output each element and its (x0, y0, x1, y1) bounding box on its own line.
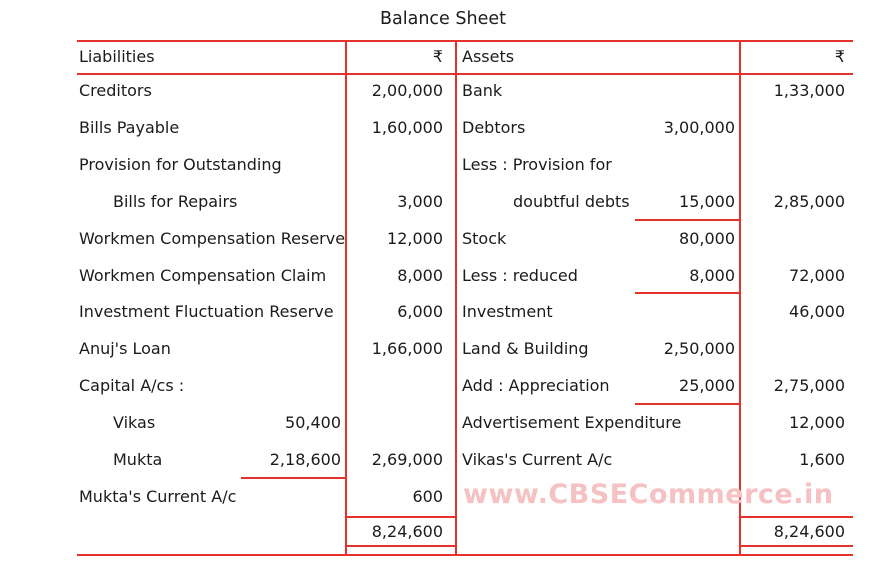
liability-label: Workmen Compensation Reserve (79, 228, 346, 248)
liability-amount: 6,000 (397, 302, 443, 322)
liability-row-mukta-capital: Mukta 2,18,600 2,69,000 (77, 442, 455, 479)
asset-row-debtors: Debtors 3,00,000 (455, 110, 853, 147)
liability-label: Mukta's Current A/c (79, 486, 237, 506)
liabilities-total-top-rule (345, 516, 455, 518)
liability-label: Vikas (113, 413, 156, 433)
asset-label: Stock (462, 228, 507, 248)
assets-total: 8,24,600 (773, 522, 845, 541)
asset-sub-amount: 15,000 (635, 184, 739, 221)
assets-header: Assets (462, 47, 515, 66)
asset-label: Land & Building (462, 339, 589, 359)
liability-amount: 2,00,000 (371, 81, 443, 100)
center-column-divider (455, 40, 457, 556)
assets-total-top-rule (739, 516, 853, 518)
liability-row-bills-payable: Bills Payable 1,60,000 (77, 110, 455, 147)
liability-amount: 2,69,000 (371, 450, 443, 469)
liability-sub-amount: 50,400 (285, 413, 341, 433)
asset-row-vikas-current: Vikas's Current A/c 1,600 (455, 442, 853, 479)
asset-row-investment: Investment 46,000 (455, 294, 853, 331)
asset-amount: 1,600 (799, 450, 845, 469)
liabilities-header: Liabilities (79, 47, 155, 66)
liability-label: Investment Fluctuation Reserve (79, 302, 334, 322)
asset-row-less-reduced: Less : reduced 8,000 72,000 (455, 258, 853, 295)
liability-amount: 600 (412, 486, 443, 506)
liability-label: Creditors (79, 81, 152, 100)
asset-row-stock: Stock 80,000 (455, 221, 853, 258)
asset-label: Investment (462, 302, 553, 322)
liability-amount: 1,60,000 (371, 117, 443, 137)
liability-sub-amount: 2,18,600 (241, 442, 345, 479)
liability-label: Workmen Compensation Claim (79, 265, 327, 285)
asset-label: Less : reduced (462, 265, 578, 285)
asset-label: doubtful debts (513, 191, 630, 211)
liability-row-provision-outstanding: Provision for Outstanding (77, 147, 455, 184)
asset-amount: 2,75,000 (773, 376, 845, 396)
liability-amount: 12,000 (387, 228, 443, 248)
liability-row-capital-acs: Capital A/cs : (77, 368, 455, 405)
watermark: www.CBSECommerce.in (463, 479, 834, 510)
liabilities-total-bottom-rule (345, 545, 455, 547)
table-bottom-rule (77, 554, 853, 556)
asset-amount: 2,85,000 (773, 191, 845, 211)
page-title: Balance Sheet (380, 9, 506, 29)
liability-amount: 8,000 (397, 265, 443, 285)
asset-label: Bank (462, 81, 503, 100)
liability-label: Bills for Repairs (113, 191, 238, 211)
liabilities-amount-divider (345, 40, 347, 556)
liability-row-wc-claim: Workmen Compensation Claim 8,000 (77, 258, 455, 295)
asset-amount: 46,000 (789, 302, 845, 322)
liability-label: Provision for Outstanding (79, 154, 282, 174)
asset-label: Debtors (462, 117, 526, 137)
table-top-rule (77, 40, 853, 42)
liability-row-creditors: Creditors 2,00,000 (77, 73, 455, 110)
asset-row-bank: Bank 1,33,000 (455, 73, 853, 110)
asset-amount: 1,33,000 (773, 81, 845, 100)
liabilities-total: 8,24,600 (371, 522, 443, 541)
asset-label: Less : Provision for (462, 154, 612, 174)
asset-amount: 12,000 (789, 413, 845, 433)
asset-row-advertisement-expenditure: Advertisement Expenditure 12,000 (455, 405, 853, 442)
asset-row-add-appreciation: Add : Appreciation 25,000 2,75,000 (455, 368, 853, 406)
liability-row-mukta-current: Mukta's Current A/c 600 (77, 479, 455, 516)
liability-amount: 3,000 (397, 191, 443, 211)
assets-amount-divider (739, 40, 741, 556)
asset-sub-amount: 2,50,000 (663, 339, 735, 359)
liability-row-ifr: Investment Fluctuation Reserve 6,000 (77, 294, 455, 331)
asset-row-less-provision: Less : Provision for (455, 147, 853, 184)
header-bottom-rule (77, 73, 853, 75)
assets-currency-header: ₹ (834, 47, 845, 66)
asset-amount: 72,000 (789, 265, 845, 285)
asset-sub-amount: 3,00,000 (663, 117, 735, 137)
liability-label: Mukta (113, 450, 163, 469)
liability-row-anuj-loan: Anuj's Loan 1,66,000 (77, 331, 455, 368)
asset-sub-amount: 80,000 (679, 228, 735, 248)
asset-label: Add : Appreciation (462, 376, 610, 396)
assets-total-bottom-rule (739, 545, 853, 547)
liability-label: Capital A/cs : (79, 376, 185, 396)
asset-label: Advertisement Expenditure (462, 413, 682, 433)
liability-label: Anuj's Loan (79, 339, 171, 359)
liabilities-currency-header: ₹ (432, 47, 443, 66)
asset-sub-amount: 25,000 (635, 368, 739, 406)
liability-row-vikas-capital: Vikas 50,400 (77, 405, 455, 442)
asset-row-doubtful-debts: doubtful debts 15,000 2,85,000 (455, 184, 853, 221)
balance-sheet-table: Liabilities ₹ Assets ₹ Creditors 2,00,00… (77, 40, 853, 556)
asset-sub-amount: 8,000 (635, 258, 739, 295)
liability-amount: 1,66,000 (371, 339, 443, 359)
asset-row-land-building: Land & Building 2,50,000 (455, 331, 853, 368)
asset-label: Vikas's Current A/c (462, 450, 613, 469)
liability-row-wc-reserve: Workmen Compensation Reserve 12,000 (77, 221, 455, 258)
liability-label: Bills Payable (79, 117, 180, 137)
liability-row-bills-for-repairs: Bills for Repairs 3,000 (77, 184, 455, 221)
